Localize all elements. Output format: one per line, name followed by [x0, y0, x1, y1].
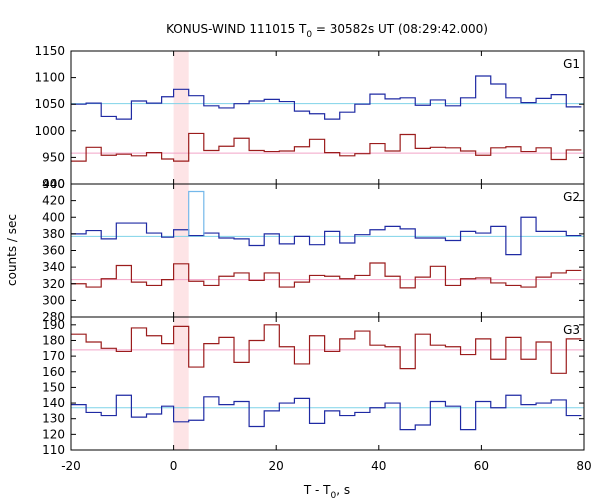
y-tick-label: 140: [42, 396, 65, 410]
y-tick-label: 190: [42, 318, 65, 332]
x-tick-label: 80: [576, 459, 591, 473]
y-tick-label: 360: [42, 244, 65, 258]
series-g2-2: [188, 190, 205, 236]
y-tick-label: 320: [42, 277, 65, 291]
y-axis-label: counts / sec: [5, 214, 19, 286]
y-tick-label: 300: [42, 293, 65, 307]
series-g2-0: [71, 216, 582, 256]
x-tick-label: 20: [269, 459, 284, 473]
panel-label-g2: G2: [563, 190, 580, 204]
y-tick-label: 1150: [34, 44, 65, 58]
x-tick-label: 40: [371, 459, 386, 473]
panel-frame-g3: [70, 316, 585, 451]
panel-frame-g1: [70, 50, 585, 185]
y-tick-label: 1100: [34, 71, 65, 85]
y-tick-label: 150: [42, 380, 65, 394]
x-axis-label: T - T0, s: [303, 483, 350, 500]
y-tick-label: 110: [42, 443, 65, 457]
x-tick-label: 0: [170, 459, 178, 473]
y-tick-label: 160: [42, 365, 65, 379]
y-tick-label: 400: [42, 210, 65, 224]
series-g1-1: [71, 132, 582, 162]
panel-label-g1: G1: [563, 57, 580, 71]
y-tick-label: 900: [42, 177, 65, 191]
series-g2-1: [71, 262, 582, 289]
series-g3-1: [71, 394, 582, 431]
y-tick-label: 280: [42, 310, 65, 324]
panel-frame-g2: [70, 183, 585, 318]
panel-label-g3: G3: [563, 323, 580, 337]
y-tick-label: 180: [42, 333, 65, 347]
y-tick-label: 1000: [34, 124, 65, 138]
chart-title: KONUS-WIND 111015 T0 = 30582s UT (08:29:…: [166, 22, 488, 40]
series-g3-0: [71, 324, 582, 374]
x-tick-label: 60: [474, 459, 489, 473]
x-tick-label: -20: [61, 459, 81, 473]
y-tick-label: 130: [42, 412, 65, 426]
y-tick-label: 420: [42, 194, 65, 208]
highlight-band: [173, 51, 189, 450]
y-tick-label: 950: [42, 150, 65, 164]
y-tick-label: 440: [42, 177, 65, 191]
y-tick-label: 120: [42, 427, 65, 441]
y-tick-label: 340: [42, 260, 65, 274]
plot-area: 9009501000105011001150G12803003203403603…: [34, 44, 591, 473]
y-tick-label: 1050: [34, 97, 65, 111]
y-tick-label: 170: [42, 349, 65, 363]
series-g1-0: [71, 75, 582, 120]
y-tick-label: 380: [42, 227, 65, 241]
